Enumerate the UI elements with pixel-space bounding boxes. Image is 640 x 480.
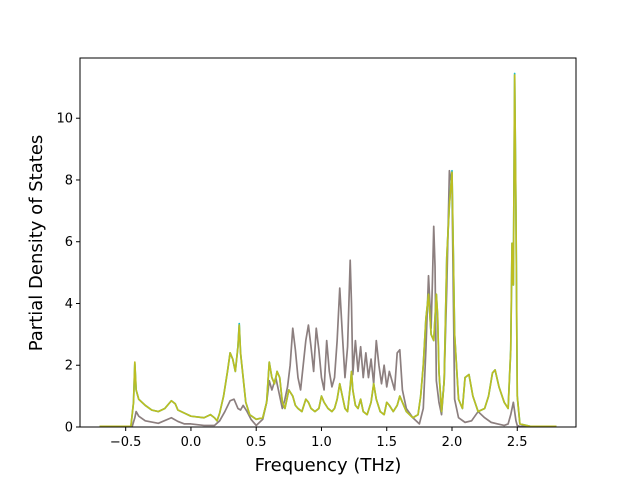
plot-area <box>99 72 557 428</box>
x-tick-label: 2.5 <box>507 435 528 450</box>
axes-frame <box>79 57 577 428</box>
y-axis-label: Partial Density of States <box>26 135 47 352</box>
x-tick-label: 0.5 <box>246 435 267 450</box>
y-tick-label: 6 <box>65 235 73 250</box>
y-tick-label: 2 <box>65 359 73 374</box>
y-tick-label: 8 <box>65 173 73 188</box>
y-tick-label: 4 <box>65 297 73 312</box>
y-axis-ticks: 0 2 4 6 8 10 <box>56 112 80 436</box>
y-tick-label: 10 <box>56 112 73 127</box>
series-line-3 <box>99 74 557 428</box>
x-axis-ticks: −0.5 0.0 0.5 1.0 1.5 2.0 2.5 <box>110 427 528 450</box>
x-tick-label: 0.0 <box>181 435 202 450</box>
x-tick-label: 1.0 <box>311 435 332 450</box>
x-tick-label: 1.5 <box>376 435 397 450</box>
x-tick-label: −0.5 <box>110 435 142 450</box>
x-axis-label: Frequency (THz) <box>255 455 402 476</box>
x-tick-label: 2.0 <box>442 435 463 450</box>
y-tick-label: 0 <box>65 421 73 436</box>
